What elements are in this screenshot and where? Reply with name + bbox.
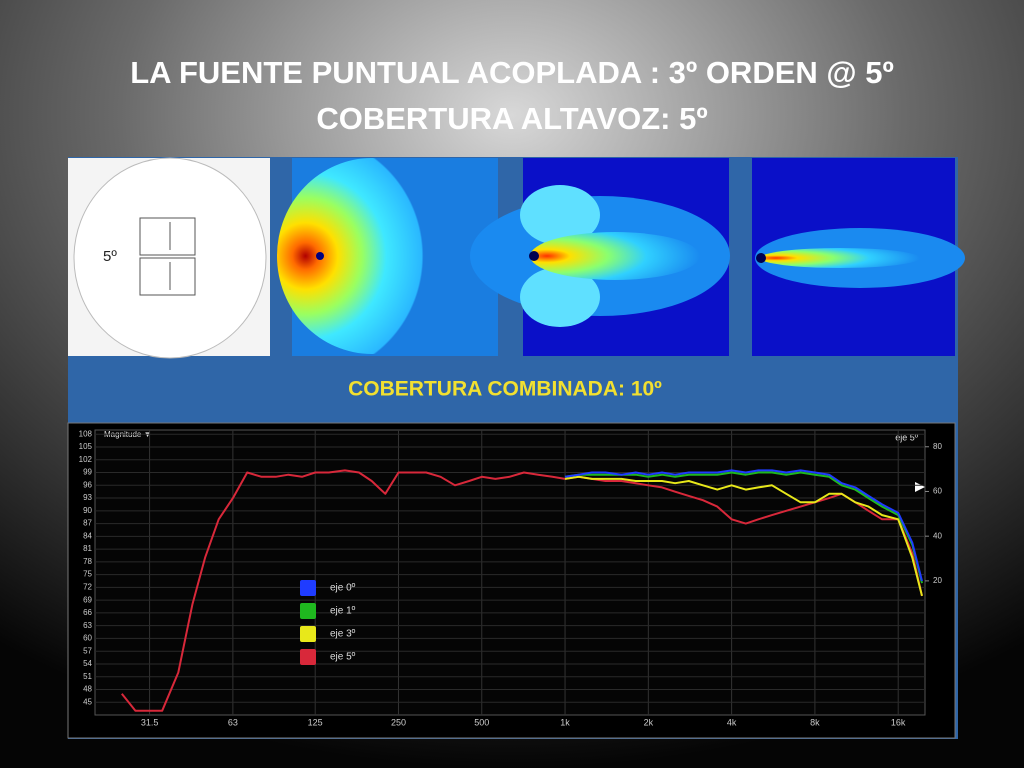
x-tick-label: 4k — [727, 717, 737, 727]
legend-swatch — [300, 649, 316, 665]
y2-tick-label: 40 — [933, 531, 942, 540]
legend-swatch — [300, 626, 316, 642]
y-tick-label: 72 — [83, 582, 92, 591]
y-tick-label: 84 — [83, 531, 92, 540]
x-tick-label: 2k — [644, 717, 654, 727]
legend-label: eje 3º — [330, 629, 356, 640]
y-tick-label: 99 — [83, 468, 92, 477]
polar-map — [520, 267, 600, 327]
y-tick-label: 45 — [83, 697, 92, 706]
y-tick-label: 48 — [83, 685, 92, 694]
x-tick-label: 63 — [228, 717, 238, 727]
y2-tick-label: 80 — [933, 442, 942, 451]
y-tick-label: 81 — [83, 544, 92, 553]
marker — [915, 482, 925, 492]
chart: 31.5 63 125 250 500 1k 2k 4k 8k 16k 45 48 51 54 57 60 63… — [79, 429, 943, 727]
x-tick-label: 8k — [810, 717, 820, 727]
polar-map — [520, 185, 600, 245]
y-tick-label: 51 — [83, 672, 92, 681]
source-dot — [529, 251, 539, 261]
series-line — [121, 469, 923, 712]
series-line — [564, 475, 923, 597]
y2-tick-label: 20 — [933, 576, 942, 585]
legend-label: eje 0º — [330, 583, 356, 594]
y-tick-label: 54 — [83, 659, 92, 668]
y-tick-label: 87 — [83, 519, 92, 528]
title-line: LA FUENTE PUNTUAL ACOPLADA : 3º ORDEN @ … — [130, 55, 894, 90]
panel-label: 5º — [103, 248, 117, 265]
y-tick-label: 93 — [83, 493, 92, 502]
speaker-drawing — [139, 217, 196, 296]
y-tick-label: 63 — [83, 621, 92, 630]
y-tick-label: 108 — [79, 429, 93, 438]
polar-map — [277, 158, 467, 354]
y-tick-label: 60 — [83, 634, 92, 643]
polar-map — [760, 248, 920, 268]
y-tick-label: 78 — [83, 557, 92, 566]
legend-swatch — [300, 580, 316, 596]
legend-label: eje 5º — [330, 652, 356, 663]
polar-map — [530, 232, 700, 280]
y-tick-label: 102 — [79, 455, 93, 464]
subtitle: COBERTURA COMBINADA: 10º — [348, 378, 662, 401]
x-tick-label: 16k — [891, 717, 906, 727]
y-tick-label: 90 — [83, 506, 92, 515]
source-dot — [756, 253, 766, 263]
y-tick-label: 105 — [79, 442, 93, 451]
x-tick-label: 31.5 — [141, 717, 159, 727]
y2-tick-label: 60 — [933, 487, 942, 496]
x-tick-label: 250 — [391, 717, 406, 727]
y-tick-label: 57 — [83, 646, 92, 655]
y-tick-label: 96 — [83, 480, 92, 489]
y-tick-label: 69 — [83, 595, 92, 604]
axis-note: eje 5º — [895, 432, 919, 442]
x-tick-label: 1k — [560, 717, 570, 727]
title-line: COBERTURA ALTAVOZ: 5º — [316, 101, 707, 136]
y-tick-label: 66 — [83, 608, 92, 617]
x-tick-label: 125 — [308, 717, 323, 727]
series-line — [564, 469, 923, 582]
y-tick-label: 75 — [83, 570, 92, 579]
legend-swatch — [300, 603, 316, 619]
x-tick-label: 500 — [474, 717, 489, 727]
legend-label: eje 1º — [330, 606, 356, 617]
source-dot — [316, 252, 324, 260]
